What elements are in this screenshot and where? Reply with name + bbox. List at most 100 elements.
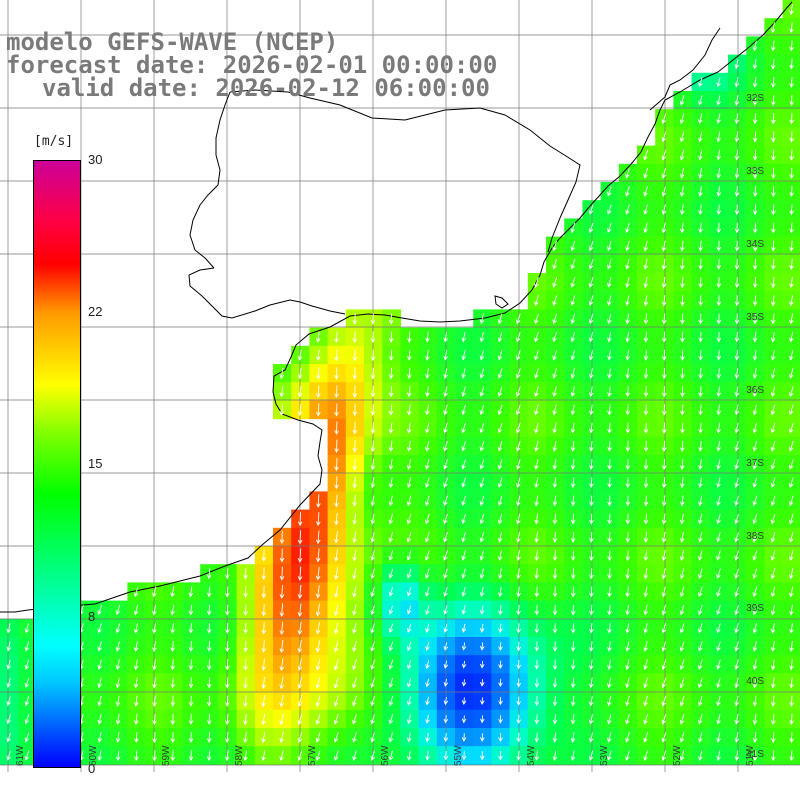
wind-arrow	[752, 258, 758, 270]
colorbar	[33, 160, 81, 768]
wind-arrow	[297, 713, 303, 726]
wind-arrow	[661, 422, 667, 434]
wind-arrow	[497, 477, 503, 488]
wind-arrow	[552, 623, 558, 634]
wind-arrow	[370, 440, 376, 453]
wind-arrow	[716, 568, 721, 579]
wind-arrow	[625, 695, 630, 707]
wind-arrow	[570, 295, 576, 306]
wind-arrow	[243, 677, 248, 689]
wind-arrow	[498, 605, 503, 616]
wind-arrow	[771, 131, 776, 143]
wind-arrow	[697, 568, 703, 579]
wind-arrow	[588, 714, 594, 725]
wind-arrow	[771, 113, 776, 125]
wind-arrow	[297, 731, 303, 744]
wind-arrow	[315, 713, 321, 725]
wind-arrow	[388, 587, 394, 597]
wind-arrow	[716, 550, 721, 561]
wind-arrow	[315, 622, 321, 635]
wind-arrow	[424, 568, 430, 579]
wind-arrow	[461, 733, 467, 742]
wind-arrow	[752, 204, 758, 216]
wind-arrow	[334, 439, 339, 454]
wind-arrow	[625, 349, 630, 361]
wind-arrow	[188, 604, 194, 616]
lat-label-35s: 35S	[746, 312, 764, 323]
wind-arrow	[479, 350, 485, 361]
lon-label-52w: 52W	[672, 745, 683, 766]
wind-arrow	[6, 641, 12, 652]
lon-label-53w: 53W	[599, 745, 610, 766]
wind-arrow	[425, 732, 430, 743]
wind-arrow	[643, 586, 649, 598]
wind-arrow	[589, 440, 594, 452]
wind-arrow	[24, 623, 30, 634]
wind-arrow	[789, 240, 794, 252]
wind-arrow	[716, 258, 722, 270]
wind-arrow	[716, 641, 721, 652]
wind-arrow	[206, 586, 212, 598]
bottom-margin	[0, 772, 800, 800]
wind-arrow	[643, 732, 649, 743]
wind-arrow	[388, 641, 394, 652]
wind-arrow	[406, 531, 412, 543]
wind-arrow	[643, 422, 649, 434]
wind-arrow	[315, 695, 321, 707]
wind-arrow	[352, 713, 357, 725]
wind-arrow	[661, 513, 667, 525]
wind-arrow	[388, 422, 394, 434]
wind-arrow	[497, 513, 503, 525]
wind-arrow	[752, 386, 758, 398]
coastline-rio-de-la-plata	[188, 267, 346, 319]
wind-arrow	[625, 732, 630, 743]
wind-arrow	[607, 677, 612, 689]
wind-arrow	[261, 676, 266, 690]
wind-arrow	[407, 331, 412, 343]
wind-arrow	[625, 386, 631, 398]
wind-arrow	[552, 277, 558, 288]
wind-arrow	[315, 349, 321, 362]
wind-arrow	[607, 204, 612, 215]
wind-arrow	[461, 386, 466, 398]
wind-arrow	[334, 494, 339, 508]
wind-arrow	[443, 513, 448, 525]
wind-arrow	[716, 113, 721, 125]
wind-arrow	[534, 549, 539, 562]
wind-arrow	[552, 404, 557, 416]
wind-arrow	[680, 386, 685, 398]
wind-arrow	[734, 440, 740, 452]
wind-arrow	[679, 258, 685, 270]
wind-arrow	[734, 750, 740, 762]
wind-arrow	[734, 659, 739, 671]
wind-arrow	[588, 240, 594, 252]
wind-arrow	[243, 658, 248, 671]
wind-arrow	[425, 349, 430, 361]
wind-arrow	[770, 422, 776, 434]
wind-arrow	[771, 95, 776, 107]
wind-arrow	[788, 368, 794, 379]
wind-arrow	[352, 549, 357, 562]
wind-arrow	[315, 603, 321, 617]
wind-arrow	[279, 731, 284, 744]
wind-arrow	[406, 550, 412, 561]
wind-arrow	[588, 368, 594, 379]
wind-arrow	[752, 622, 758, 634]
wind-arrow	[643, 258, 649, 270]
wind-arrow	[516, 750, 521, 761]
wind-arrow	[625, 659, 630, 671]
wind-arrow	[97, 623, 102, 634]
wind-arrow	[607, 404, 612, 416]
wind-arrow	[607, 331, 612, 343]
wind-arrow	[697, 641, 703, 652]
wind-arrow	[243, 731, 248, 744]
wind-arrow	[297, 403, 303, 417]
wind-arrow	[570, 459, 576, 470]
wind-arrow	[370, 367, 376, 380]
wind-arrow	[352, 531, 357, 544]
wind-arrow	[133, 713, 139, 725]
wind-arrow	[770, 40, 776, 52]
wind-arrow	[752, 495, 758, 507]
wind-arrow	[607, 586, 612, 598]
wind-arrow	[261, 549, 267, 562]
